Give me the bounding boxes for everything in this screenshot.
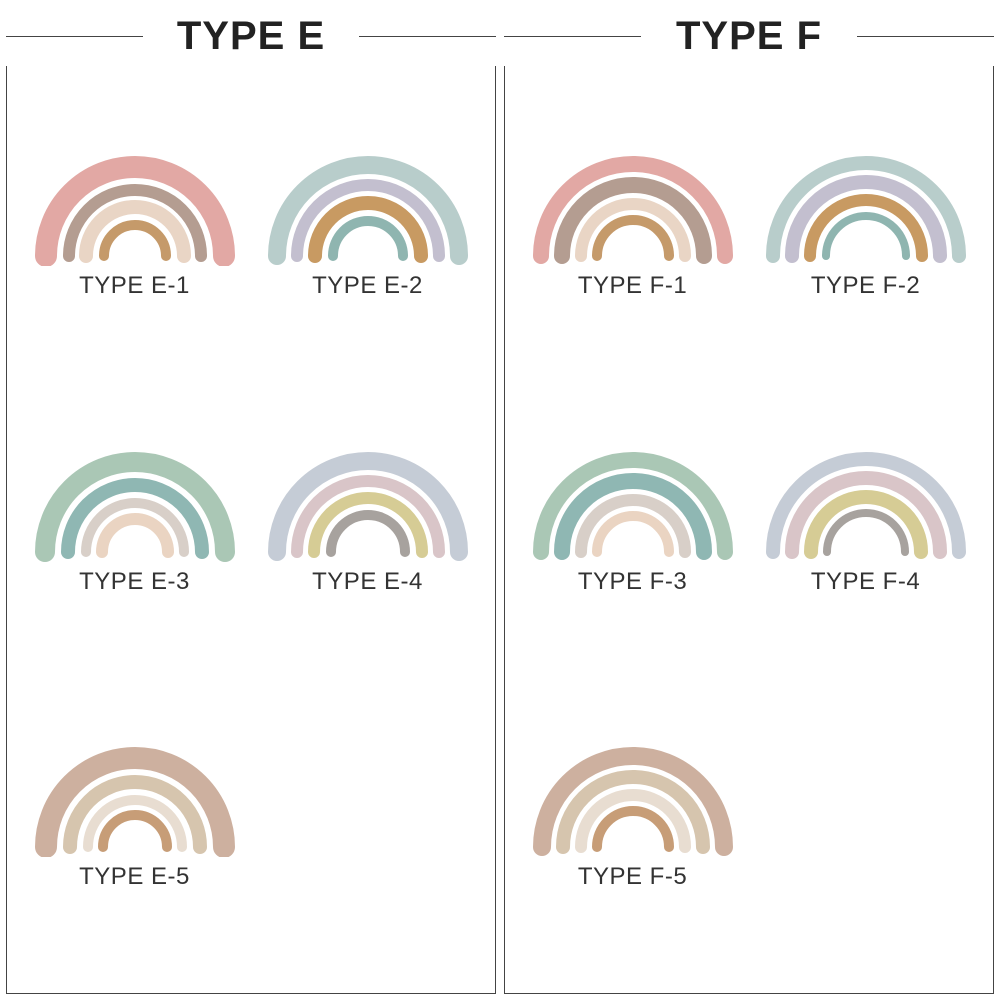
- panel-border-line-right: [359, 36, 496, 37]
- rainbow-cell: TYPE E-5: [23, 697, 246, 973]
- empty-cell: [256, 697, 479, 973]
- rainbow-icon: [761, 402, 971, 562]
- rainbow-label: TYPE E-3: [79, 568, 190, 596]
- rainbow-cell: TYPE E-4: [256, 402, 479, 678]
- rainbow-icon: [263, 402, 473, 562]
- rainbow-icon: [30, 402, 240, 562]
- rainbow-label: TYPE E-2: [312, 272, 423, 300]
- rainbow-cell: TYPE F-2: [754, 106, 977, 382]
- rainbow-icon: [761, 106, 971, 266]
- rainbow-cell: TYPE F-1: [521, 106, 744, 382]
- rainbow-icon: [263, 106, 473, 266]
- panel-title: TYPE E: [165, 14, 337, 59]
- rainbow-cell: TYPE F-4: [754, 402, 977, 678]
- rainbow-cell: TYPE E-3: [23, 402, 246, 678]
- rainbow-cell: TYPE F-3: [521, 402, 744, 678]
- rainbow-label: TYPE F-1: [578, 272, 687, 300]
- rainbow-icon: [30, 106, 240, 266]
- rainbow-label: TYPE F-5: [578, 863, 687, 891]
- rainbow-label: TYPE E-5: [79, 863, 190, 891]
- panel-type-f: TYPE FTYPE F-1TYPE F-2TYPE F-3TYPE F-4TY…: [504, 6, 994, 994]
- panel-border-line-left: [504, 36, 641, 37]
- empty-cell: [754, 697, 977, 973]
- rainbow-label: TYPE F-2: [811, 272, 920, 300]
- panel-body: TYPE F-1 TYPE F-2 TYPE F-3 TYPE F-4 TYPE F-5: [504, 66, 994, 994]
- rainbow-cell: TYPE E-1: [23, 106, 246, 382]
- rainbow-cell: TYPE F-5: [521, 697, 744, 973]
- panel-type-e: TYPE ETYPE E-1TYPE E-2TYPE E-3TYPE E-4TY…: [6, 6, 496, 994]
- panel-border-line-left: [6, 36, 143, 37]
- product-type-chart: TYPE ETYPE E-1TYPE E-2TYPE E-3TYPE E-4TY…: [0, 0, 1000, 1000]
- rainbow-icon: [528, 106, 738, 266]
- rainbow-icon: [528, 697, 738, 857]
- panel-border-line-right: [857, 36, 994, 37]
- rainbow-icon: [30, 697, 240, 857]
- rainbow-label: TYPE E-4: [312, 568, 423, 596]
- panel-header: TYPE E: [6, 6, 496, 66]
- rainbow-label: TYPE E-1: [79, 272, 190, 300]
- rainbow-label: TYPE F-4: [811, 568, 920, 596]
- rainbow-icon: [528, 402, 738, 562]
- panel-title: TYPE F: [664, 14, 834, 59]
- rainbow-label: TYPE F-3: [578, 568, 687, 596]
- rainbow-cell: TYPE E-2: [256, 106, 479, 382]
- panel-header: TYPE F: [504, 6, 994, 66]
- panel-body: TYPE E-1 TYPE E-2 TYPE E-3 TYPE E-4 TYPE E-5: [6, 66, 496, 994]
